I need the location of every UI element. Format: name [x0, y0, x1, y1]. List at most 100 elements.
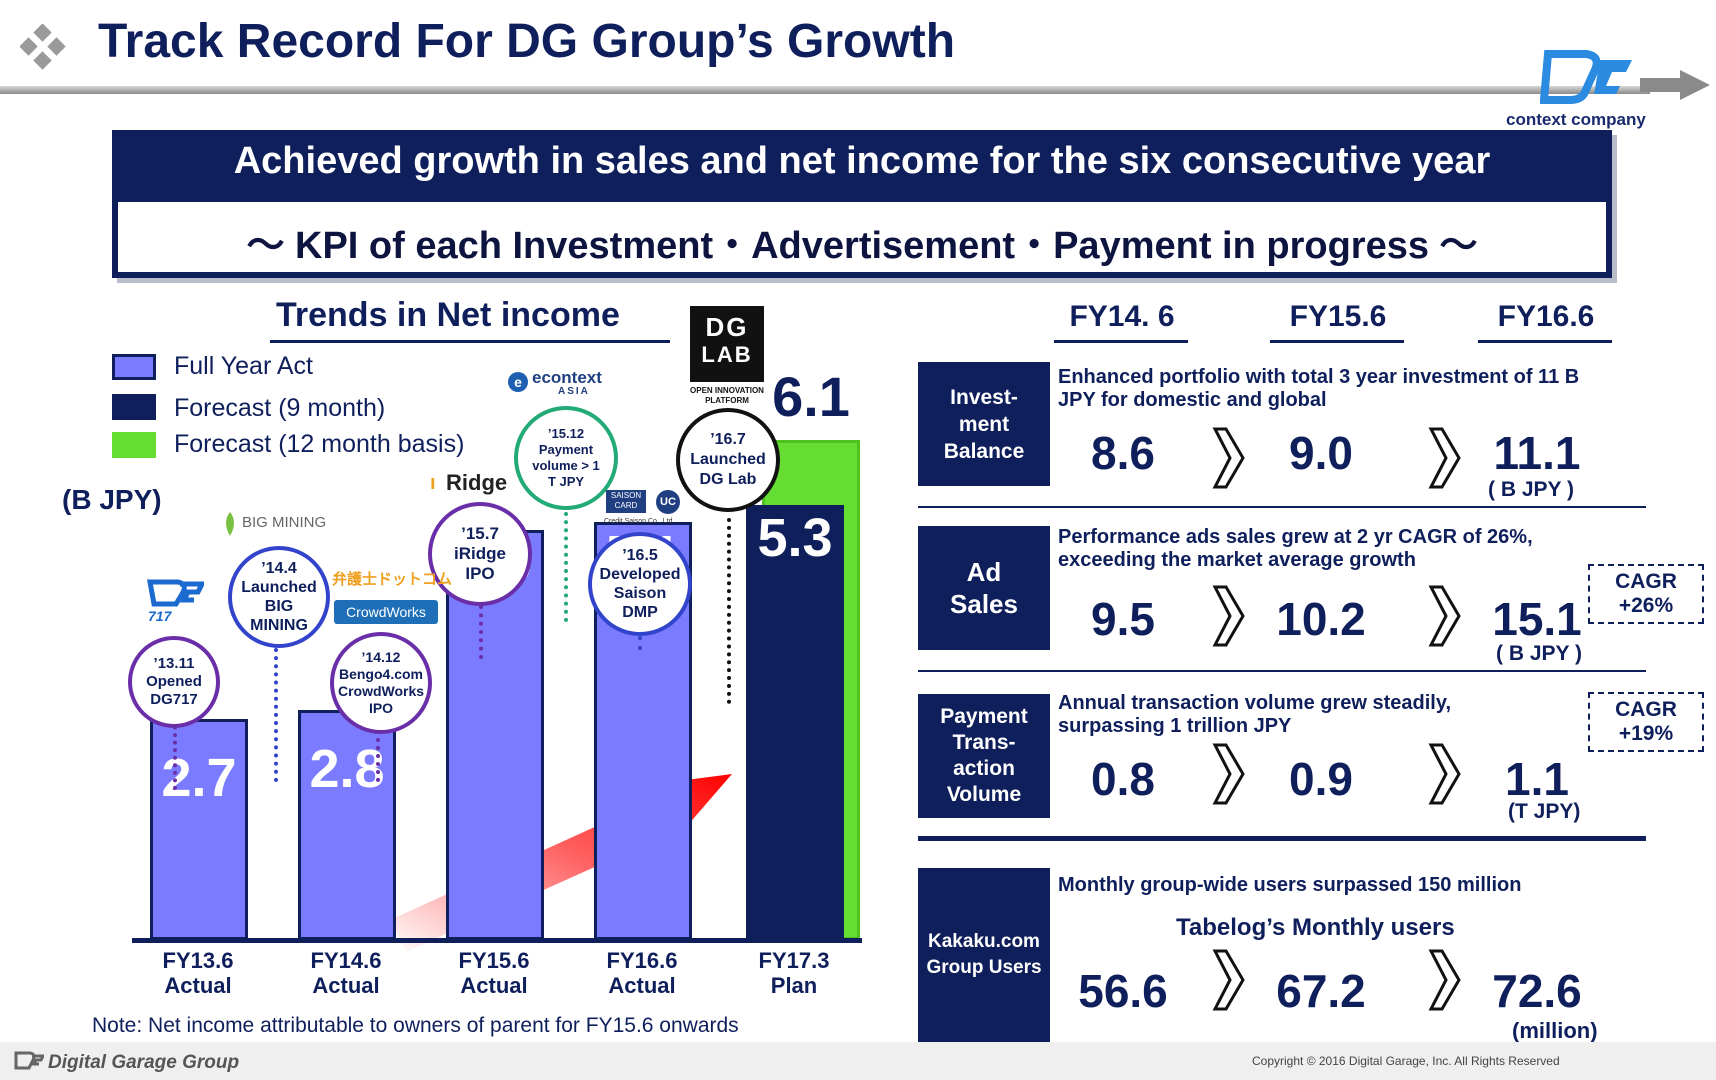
milestone-stem [638, 636, 642, 650]
big-mining-logo-text: BIG MINING [242, 514, 327, 531]
kpi-subtitle: Tabelog’s Monthly users [1176, 914, 1455, 941]
milestone-bubble: ’14.4 Launched BIG MINING [228, 546, 330, 648]
bar-value-label: 6.1 [772, 364, 850, 428]
dg-logo-icon [1540, 50, 1632, 104]
kpi-row-divider [918, 670, 1646, 672]
milestone-stem [173, 718, 177, 790]
dg-footer-logo-icon [14, 1051, 44, 1070]
kpi-year-header: FY14. 6 [1069, 300, 1175, 333]
logo-tagline: context company [1506, 110, 1646, 129]
chevron-right-icon [1212, 949, 1245, 1011]
econtext-logo-icon: e [508, 372, 528, 392]
footer-bar [0, 1042, 1716, 1080]
chart-unit-label: (B JPY) [62, 484, 162, 515]
milestone-bubble: ’14.12 Bengo4.com CrowdWorks IPO [330, 632, 432, 734]
kpi-section-divider [918, 836, 1646, 841]
chevron-right-icon [1212, 427, 1245, 489]
kpi-value: 15.1 [1492, 593, 1582, 645]
kpi-value: 56.6 [1078, 965, 1168, 1017]
chart-title-underline [270, 340, 670, 343]
kpi-value: 9.5 [1091, 593, 1155, 645]
kpi-unit: (million) [1512, 1018, 1598, 1043]
chevron-right-icon [1428, 949, 1461, 1011]
milestone-bubble: ’15.12 Payment volume > 1 T JPY [514, 406, 618, 510]
kpi-row-description: Performance ads sales grew at 2 yr CAGR … [1058, 526, 1533, 571]
kpi-unit: (T JPY) [1508, 800, 1581, 823]
milestone-bubble: ’15.7 iRidge IPO [428, 502, 532, 606]
legend-swatch-forecast-9m [112, 394, 156, 420]
kpi-row-description: Enhanced portfolio with total 3 year inv… [1058, 366, 1580, 411]
kpi-year-underline [1054, 340, 1188, 343]
kpi-value: 0.9 [1289, 753, 1353, 805]
kpi-row-label: Payment Trans-action Volume [918, 694, 1050, 818]
chevron-right-icon [1212, 585, 1245, 647]
cagr-badge: CAGR +26% [1588, 564, 1704, 624]
headline-subbox [118, 202, 1606, 272]
kpi-value: 11.1 [1493, 427, 1581, 479]
kpi-row-divider [918, 506, 1646, 508]
milestone-stem [274, 648, 278, 782]
legend-swatch-forecast-12m [112, 432, 156, 458]
category-label-fy13: FY13.6 Actual [162, 948, 234, 998]
legend-swatch-full-year [112, 354, 156, 380]
dg-lab-logo-subtext: OPEN INNOVATION PLATFORM [690, 386, 764, 405]
cagr-badge: CAGR +19% [1588, 692, 1704, 752]
kpi-unit: ( B JPY ) [1496, 642, 1582, 665]
dg-lab-logo: DG LAB [690, 306, 764, 382]
chart-footnote: Note: Net income attributable to owners … [92, 1014, 739, 1037]
iridge-logo-text: Ridge [446, 470, 508, 495]
milestone-stem [727, 518, 731, 704]
kpi-unit: ( B JPY ) [1488, 478, 1574, 501]
dg717-logo-text: 717 [148, 608, 172, 624]
econtext-logo-text: econtext [532, 368, 602, 387]
category-label-fy15: FY15.6 Actual [458, 948, 530, 998]
milestone-bubble: ’16.5 Developed Saison DMP [588, 532, 692, 636]
bar-value-label: 2.7 [161, 747, 237, 808]
bar-forecast-9m [746, 505, 844, 940]
category-label-fy17: FY17.3 Plan [758, 948, 830, 998]
kpi-year-underline [1270, 340, 1404, 343]
bar-value-label: 5.3 [757, 508, 833, 569]
kpi-year-header: FY16.6 [1497, 300, 1595, 333]
saison-card-logo: SAISON CARD [606, 490, 646, 513]
chevron-right-icon [1428, 427, 1461, 489]
kpi-value: 67.2 [1276, 965, 1366, 1017]
chevron-right-icon [1428, 585, 1461, 647]
milestone-bubble: ’13.11 Opened DG717 [128, 636, 220, 728]
arrow-right-icon [1640, 70, 1710, 100]
milestone-bubble: ’16.7 Launched DG Lab [676, 408, 780, 512]
kpi-value: 1.1 [1505, 753, 1569, 805]
chart-baseline [132, 938, 862, 943]
chart-title: Trends in Net income [276, 296, 620, 334]
kpi-value: 10.2 [1276, 593, 1366, 645]
milestone-stem [479, 605, 483, 659]
kpi-row-description: Annual transaction volume grew steadily,… [1058, 692, 1452, 737]
crowdworks-logo: CrowdWorks [334, 600, 438, 624]
chevron-right-icon [1428, 743, 1461, 805]
iridge-logo-icon: ı [430, 472, 436, 494]
kpi-row-label: Kakaku.com Group Users [918, 868, 1050, 1042]
kpi-value: 9.0 [1289, 427, 1353, 479]
headline-subtext: ～ KPI of each Investment・Advertisement・P… [246, 225, 1478, 267]
page-title: Track Record For DG Group’s Growth [98, 15, 956, 68]
dg717-logo-icon [147, 579, 204, 607]
saison-logo-subtext: Credit Saison Co., Ltd. [604, 518, 675, 525]
kpi-value: 8.6 [1091, 427, 1155, 479]
legend-label-forecast-9m: Forecast (9 month) [174, 394, 386, 422]
kpi-row-label: Invest-ment Balance [918, 362, 1050, 486]
econtext-logo-subtext: ASIA [558, 386, 590, 397]
footer-brand: Digital Garage Group [48, 1052, 240, 1073]
category-label-fy16: FY16.6 Actual [606, 948, 678, 998]
headline-text: Achieved growth in sales and net income … [233, 140, 1491, 182]
footer-copyright: Copyright © 2016 Digital Garage, Inc. Al… [1252, 1054, 1560, 1068]
title-divider [0, 86, 1650, 94]
kpi-value: 72.6 [1492, 965, 1582, 1017]
diamond-bullet-icon [20, 24, 66, 70]
category-label-fy14: FY14.6 Actual [310, 948, 382, 998]
milestone-stem [564, 512, 568, 622]
bengo4-logo-text: 弁護士ドットコム [332, 571, 453, 588]
milestone-stem [376, 722, 380, 782]
kpi-row-label: Ad Sales [918, 526, 1050, 650]
legend-label-full-year: Full Year Act [174, 352, 313, 380]
kpi-year-underline [1478, 340, 1612, 343]
